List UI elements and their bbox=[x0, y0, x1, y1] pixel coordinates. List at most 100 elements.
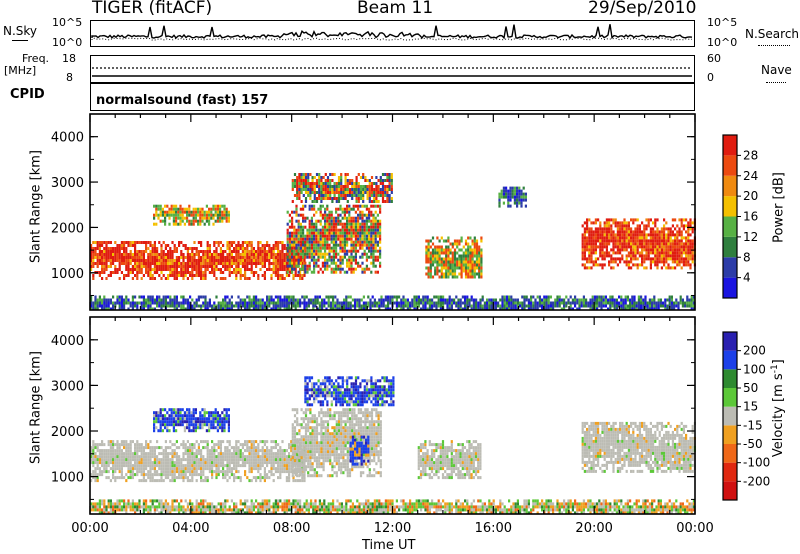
heatmap-cell bbox=[228, 256, 231, 259]
heatmap-cell bbox=[434, 257, 437, 261]
heatmap-cell bbox=[402, 301, 405, 305]
heatmap-cell bbox=[197, 274, 200, 277]
power-y-tick-label: 4000 bbox=[51, 131, 84, 146]
heatmap-cell bbox=[440, 245, 443, 249]
heatmap-cell bbox=[390, 185, 393, 188]
heatmap-cell bbox=[678, 248, 681, 252]
heatmap-cell bbox=[425, 251, 428, 255]
heatmap-cell bbox=[161, 207, 164, 211]
heatmap-cell bbox=[107, 250, 110, 253]
heatmap-cell bbox=[349, 307, 352, 311]
heatmap-cell bbox=[473, 236, 476, 240]
heatmap-cell bbox=[136, 241, 139, 244]
heatmap-cell bbox=[160, 244, 163, 247]
heatmap-cell bbox=[248, 298, 251, 302]
heatmap-cell bbox=[329, 182, 332, 185]
heatmap-cell bbox=[281, 268, 284, 271]
heatmap-cell bbox=[621, 230, 624, 234]
heatmap-cell bbox=[304, 197, 308, 200]
heatmap-cell bbox=[667, 251, 670, 255]
heatmap-cell bbox=[127, 274, 130, 277]
heatmap-cell bbox=[145, 443, 148, 447]
heatmap-cell bbox=[120, 461, 123, 465]
heatmap-cell bbox=[447, 269, 450, 273]
heatmap-cell bbox=[244, 277, 247, 280]
heatmap-cell bbox=[309, 194, 312, 197]
heatmap-cell bbox=[142, 458, 145, 462]
heatmap-cell bbox=[105, 301, 108, 305]
heatmap-cell bbox=[593, 295, 596, 299]
heatmap-cell bbox=[281, 241, 284, 244]
heatmap-cell bbox=[355, 194, 358, 197]
heatmap-cell bbox=[205, 216, 208, 220]
heatmap-cell bbox=[90, 256, 93, 259]
heatmap-cell bbox=[636, 245, 639, 249]
heatmap-cell bbox=[140, 256, 143, 259]
heatmap-cell bbox=[440, 266, 443, 270]
heatmap-cell bbox=[379, 191, 382, 194]
heatmap-cell bbox=[175, 455, 178, 459]
heatmap-cell bbox=[92, 473, 95, 477]
heatmap-cell bbox=[123, 241, 126, 244]
power-echo-region bbox=[291, 173, 393, 203]
heatmap-cell bbox=[248, 277, 251, 280]
heatmap-cell bbox=[164, 452, 167, 456]
heatmap-cell bbox=[295, 237, 298, 241]
heatmap-cell bbox=[202, 250, 205, 253]
heatmap-cell bbox=[223, 213, 226, 217]
heatmap-cell bbox=[666, 298, 669, 302]
heatmap-cell bbox=[362, 197, 365, 200]
heatmap-cell bbox=[534, 301, 537, 305]
heatmap-cell bbox=[319, 222, 322, 226]
heatmap-cell bbox=[211, 473, 214, 477]
heatmap-cell bbox=[197, 443, 200, 447]
heatmap-cell bbox=[149, 446, 152, 450]
heatmap-cell bbox=[131, 259, 134, 262]
heatmap-cell bbox=[372, 216, 375, 220]
heatmap-cell bbox=[641, 251, 644, 255]
heatmap-cell bbox=[350, 267, 353, 271]
heatmap-cell bbox=[145, 250, 148, 253]
heatmap-cell bbox=[92, 265, 95, 268]
heatmap-cell bbox=[466, 295, 469, 299]
heatmap-cell bbox=[656, 266, 659, 270]
heatmap-cell bbox=[352, 249, 355, 253]
heatmap-cell bbox=[194, 216, 197, 220]
heatmap-cell bbox=[266, 256, 269, 259]
heatmap-cell bbox=[250, 256, 253, 259]
heatmap-cell bbox=[175, 250, 178, 253]
heatmap-cell bbox=[632, 242, 635, 246]
heatmap-cell bbox=[630, 257, 633, 261]
heatmap-cell bbox=[160, 268, 163, 271]
heatmap-cell bbox=[202, 458, 205, 462]
heatmap-cell bbox=[206, 458, 209, 462]
heatmap-cell bbox=[103, 241, 106, 244]
heatmap-cell bbox=[596, 301, 599, 305]
heatmap-cell bbox=[134, 250, 137, 253]
heatmap-cell bbox=[226, 262, 229, 265]
heatmap-cell bbox=[164, 222, 167, 226]
heatmap-cell bbox=[188, 222, 191, 226]
heatmap-cell bbox=[182, 479, 185, 483]
heatmap-cell bbox=[350, 249, 353, 253]
heatmap-cell bbox=[370, 188, 374, 191]
heatmap-cell bbox=[451, 266, 454, 270]
heatmap-cell bbox=[315, 234, 318, 238]
heatmap-cell bbox=[215, 253, 218, 256]
heatmap-cell bbox=[649, 260, 652, 264]
heatmap-cell bbox=[597, 239, 600, 243]
heatmap-cell bbox=[569, 304, 572, 308]
heatmap-cell bbox=[107, 470, 110, 474]
heatmap-cell bbox=[527, 301, 530, 305]
heatmap-cell bbox=[373, 298, 376, 302]
heatmap-cell bbox=[235, 271, 238, 274]
heatmap-cell bbox=[295, 213, 298, 217]
heatmap-cell bbox=[329, 173, 332, 176]
heatmap-cell bbox=[328, 249, 331, 253]
heatmap-cell bbox=[200, 271, 203, 274]
heatmap-cell bbox=[511, 195, 514, 199]
heatmap-cell bbox=[142, 479, 145, 483]
heatmap-cell bbox=[612, 266, 615, 270]
heatmap-cell bbox=[342, 191, 345, 194]
heatmap-cell bbox=[175, 307, 178, 311]
